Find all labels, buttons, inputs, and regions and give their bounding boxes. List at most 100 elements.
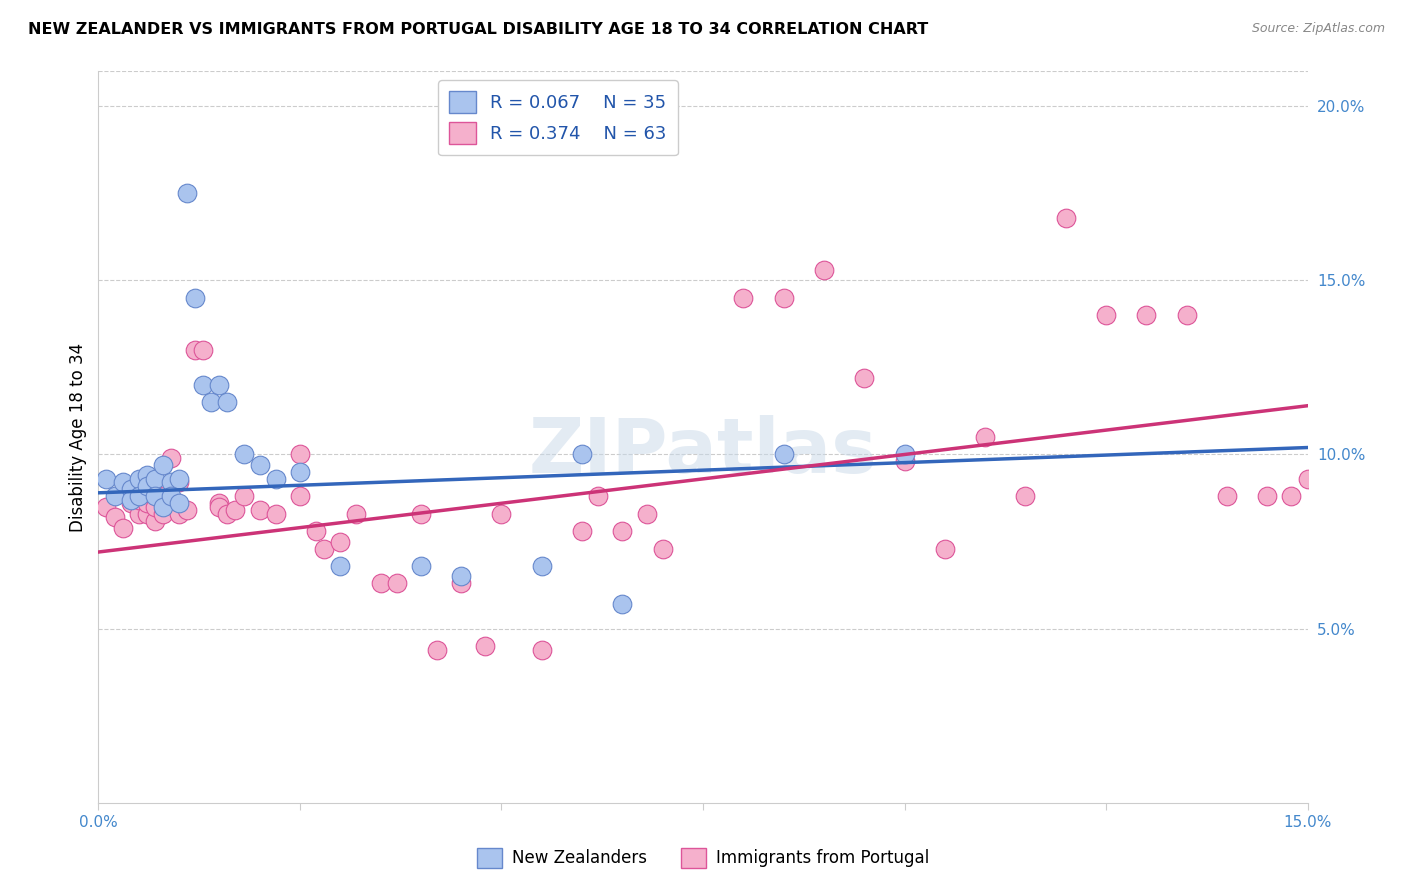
Point xyxy=(612,524,634,538)
Point xyxy=(491,507,513,521)
Point xyxy=(193,343,215,357)
Point xyxy=(651,541,673,556)
Text: NEW ZEALANDER VS IMMIGRANTS FROM PORTUGAL DISABILITY AGE 18 TO 34 CORRELATION CH: NEW ZEALANDER VS IMMIGRANTS FROM PORTUGA… xyxy=(28,22,928,37)
Point xyxy=(184,291,207,305)
Point xyxy=(288,489,311,503)
Point xyxy=(135,507,157,521)
Point xyxy=(208,377,231,392)
Point xyxy=(426,642,449,657)
Point xyxy=(934,541,956,556)
Point xyxy=(974,430,997,444)
Point xyxy=(143,514,166,528)
Point xyxy=(288,448,311,462)
Point xyxy=(571,448,593,462)
Point xyxy=(264,472,287,486)
Point xyxy=(1281,489,1303,503)
Point xyxy=(586,489,609,503)
Point xyxy=(344,507,367,521)
Point xyxy=(893,454,915,468)
Point xyxy=(217,395,239,409)
Point xyxy=(143,489,166,503)
Point xyxy=(103,510,125,524)
Point xyxy=(167,507,190,521)
Point xyxy=(120,496,142,510)
Point xyxy=(1095,308,1118,322)
Point xyxy=(176,503,198,517)
Point xyxy=(167,472,190,486)
Point xyxy=(612,597,634,611)
Point xyxy=(249,458,271,472)
Legend: New Zealanders, Immigrants from Portugal: New Zealanders, Immigrants from Portugal xyxy=(471,841,935,875)
Point xyxy=(208,500,231,514)
Point xyxy=(305,524,328,538)
Point xyxy=(167,496,190,510)
Point xyxy=(409,558,432,573)
Point xyxy=(370,576,392,591)
Point xyxy=(329,534,352,549)
Point xyxy=(636,507,658,521)
Point xyxy=(1312,291,1334,305)
Point xyxy=(450,576,472,591)
Point xyxy=(128,492,150,507)
Point xyxy=(193,377,215,392)
Point xyxy=(111,521,134,535)
Point xyxy=(111,475,134,490)
Point xyxy=(571,524,593,538)
Point xyxy=(152,489,174,503)
Point xyxy=(893,448,915,462)
Point xyxy=(853,371,876,385)
Point xyxy=(135,496,157,510)
Point xyxy=(1296,472,1319,486)
Point xyxy=(813,263,835,277)
Point xyxy=(1337,483,1360,497)
Point xyxy=(143,472,166,486)
Point xyxy=(1014,489,1036,503)
Point xyxy=(167,475,190,490)
Point xyxy=(1175,308,1198,322)
Point xyxy=(232,489,254,503)
Point xyxy=(184,343,207,357)
Point xyxy=(160,496,183,510)
Point xyxy=(152,458,174,472)
Point xyxy=(176,186,198,201)
Point xyxy=(208,496,231,510)
Point xyxy=(474,639,496,653)
Text: Source: ZipAtlas.com: Source: ZipAtlas.com xyxy=(1251,22,1385,36)
Point xyxy=(103,489,125,503)
Point xyxy=(217,507,239,521)
Point xyxy=(314,541,336,556)
Point xyxy=(224,503,246,517)
Point xyxy=(385,576,408,591)
Point xyxy=(128,489,150,503)
Point xyxy=(232,448,254,462)
Point xyxy=(733,291,755,305)
Point xyxy=(264,507,287,521)
Point xyxy=(200,395,222,409)
Point xyxy=(128,507,150,521)
Point xyxy=(409,507,432,521)
Point xyxy=(288,465,311,479)
Point xyxy=(143,500,166,514)
Point xyxy=(128,472,150,486)
Point xyxy=(1216,489,1239,503)
Point xyxy=(530,558,553,573)
Point xyxy=(152,500,174,514)
Point xyxy=(135,479,157,493)
Point xyxy=(120,483,142,497)
Point xyxy=(450,569,472,583)
Point xyxy=(329,558,352,573)
Point xyxy=(530,642,553,657)
Point xyxy=(135,468,157,483)
Point xyxy=(1135,308,1157,322)
Point xyxy=(160,450,183,465)
Text: ZIPatlas: ZIPatlas xyxy=(529,415,877,489)
Point xyxy=(160,475,183,490)
Y-axis label: Disability Age 18 to 34: Disability Age 18 to 34 xyxy=(69,343,87,532)
Point xyxy=(1256,489,1278,503)
Point xyxy=(152,507,174,521)
Point xyxy=(249,503,271,517)
Point xyxy=(772,291,794,305)
Legend: R = 0.067    N = 35, R = 0.374    N = 63: R = 0.067 N = 35, R = 0.374 N = 63 xyxy=(439,80,678,155)
Point xyxy=(96,472,118,486)
Point xyxy=(1054,211,1077,225)
